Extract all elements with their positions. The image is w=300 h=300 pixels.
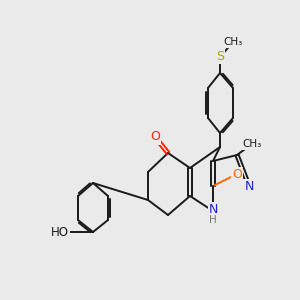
Text: N: N — [244, 179, 254, 193]
Text: HO: HO — [51, 226, 69, 238]
Text: H: H — [209, 215, 217, 225]
Text: O: O — [232, 167, 242, 181]
Text: CH₃: CH₃ — [224, 37, 243, 47]
Text: CH₃: CH₃ — [242, 139, 262, 149]
Text: O: O — [150, 130, 160, 143]
Text: N: N — [208, 203, 218, 216]
Text: S: S — [216, 50, 224, 64]
